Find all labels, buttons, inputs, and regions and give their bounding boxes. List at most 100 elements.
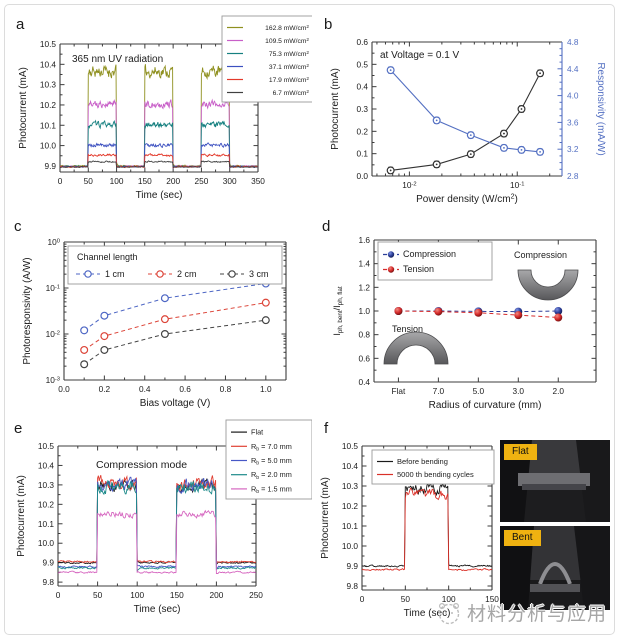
panel-c: 0.0 0.2 0.4 0.6 0.8 1.0 10-3 10-2 10-1 100 Bias vo… xyxy=(8,212,312,417)
svg-text:10.2: 10.2 xyxy=(38,499,55,509)
watermark-logo-icon xyxy=(438,602,460,624)
svg-text:10.3: 10.3 xyxy=(40,80,57,90)
svg-text:Rb = 1.5 mm: Rb = 1.5 mm xyxy=(251,484,292,495)
svg-text:Rb = 5.0 mm: Rb = 5.0 mm xyxy=(251,456,292,467)
svg-text:250: 250 xyxy=(249,590,263,600)
svg-text:50: 50 xyxy=(84,176,94,186)
svg-text:Time (sec): Time (sec) xyxy=(136,190,183,201)
svg-text:10.4: 10.4 xyxy=(342,461,359,471)
svg-text:10.4: 10.4 xyxy=(40,59,57,69)
svg-text:Iph, bent/Iph, flat: Iph, bent/Iph, flat xyxy=(332,286,344,335)
svg-text:9.9: 9.9 xyxy=(42,558,54,568)
svg-text:100: 100 xyxy=(110,176,124,186)
svg-text:1.0: 1.0 xyxy=(260,384,272,394)
svg-text:100: 100 xyxy=(130,590,144,600)
svg-text:10-1: 10-1 xyxy=(510,180,524,190)
panel-f: 0 50 100 150 9.8 9.9 10.0 10.1 10.2 10.3 10.4 10.5 T… xyxy=(316,414,611,630)
svg-text:3.6: 3.6 xyxy=(567,117,579,127)
svg-text:0.1: 0.1 xyxy=(356,149,368,159)
panel-label-d: d xyxy=(322,218,331,235)
svg-text:Channel length: Channel length xyxy=(77,252,138,262)
svg-text:50: 50 xyxy=(93,590,103,600)
svg-text:50: 50 xyxy=(401,594,411,604)
svg-text:75.3 mW/cm2: 75.3 mW/cm2 xyxy=(269,50,310,58)
chart-a-photocurrent-vs-time: 0 50 100 150 200 250 300 350 9.9 10.0 10.1 10.2 10.3… xyxy=(18,15,315,201)
bent-photo-label: Bent xyxy=(504,530,541,546)
svg-text:10-2: 10-2 xyxy=(46,329,60,339)
svg-text:0.8: 0.8 xyxy=(220,384,232,394)
svg-text:10-3: 10-3 xyxy=(46,375,60,385)
svg-text:250: 250 xyxy=(195,176,209,186)
svg-text:10.1: 10.1 xyxy=(40,120,57,130)
svg-text:10.3: 10.3 xyxy=(38,480,55,490)
chart-b-photocurrent-responsivity: 10-2 10-1 0.0 0.1 0.2 0.3 0.4 0.5 0.6 2.8 3.2 3.6 4.… xyxy=(330,37,606,205)
svg-text:4.8: 4.8 xyxy=(567,37,579,47)
svg-text:150: 150 xyxy=(170,590,184,600)
svg-text:Compression mode: Compression mode xyxy=(96,459,187,471)
panel-d: Flat 7.0 5.0 3.0 2.0 0.4 0.6 0.8 1.0 1.2 1.4 1.6 Rad… xyxy=(316,212,611,417)
svg-text:5000 th bending cycles: 5000 th bending cycles xyxy=(397,470,474,479)
svg-text:1.4: 1.4 xyxy=(358,259,370,269)
chart-e-compression-mode: 0 50 100 150 200 250 9.8 9.9 10.0 10.1 10.2 10.3 10.… xyxy=(16,419,313,615)
panel-label-a: a xyxy=(16,16,25,33)
svg-text:4.4: 4.4 xyxy=(567,64,579,74)
svg-text:10.0: 10.0 xyxy=(40,141,57,151)
svg-text:Flat: Flat xyxy=(251,428,263,437)
svg-text:Before bending: Before bending xyxy=(397,457,448,466)
svg-text:6.7 mW/cm2: 6.7 mW/cm2 xyxy=(273,89,310,97)
svg-text:0.2: 0.2 xyxy=(99,384,111,394)
svg-text:Compression: Compression xyxy=(403,249,456,259)
svg-text:Rb = 7.0 mm: Rb = 7.0 mm xyxy=(251,442,292,453)
svg-text:5.0: 5.0 xyxy=(473,386,485,396)
svg-text:150: 150 xyxy=(485,594,499,604)
svg-text:0.3: 0.3 xyxy=(356,104,368,114)
svg-text:Photocurrent (mA): Photocurrent (mA) xyxy=(320,477,331,559)
flat-device-photo: Flat xyxy=(500,440,610,522)
svg-text:9.9: 9.9 xyxy=(44,161,56,171)
svg-text:1.0: 1.0 xyxy=(358,306,370,316)
chart-f-bending-cycles: 0 50 100 150 9.8 9.9 10.0 10.1 10.2 10.3 10.4 10.5 T… xyxy=(320,441,499,619)
svg-text:0.0: 0.0 xyxy=(58,384,70,394)
svg-text:0: 0 xyxy=(360,594,365,604)
svg-text:2.8: 2.8 xyxy=(567,171,579,181)
svg-text:0.4: 0.4 xyxy=(356,82,368,92)
svg-text:0.0: 0.0 xyxy=(356,171,368,181)
flat-photo-label: Flat xyxy=(504,444,537,460)
panel-label-f: f xyxy=(324,420,329,437)
svg-text:200: 200 xyxy=(209,590,223,600)
chart-c-photoresponsivity-vs-bias: 0.0 0.2 0.4 0.6 0.8 1.0 10-3 10-2 10-1 100 Bias vo… xyxy=(22,237,287,409)
svg-text:37.1 mW/cm2: 37.1 mW/cm2 xyxy=(269,63,310,71)
svg-text:Photocurrent (mA): Photocurrent (mA) xyxy=(16,475,27,557)
svg-text:Responsivity (mA/W): Responsivity (mA/W) xyxy=(595,62,606,155)
svg-text:10.5: 10.5 xyxy=(40,39,57,49)
svg-text:10-1: 10-1 xyxy=(46,283,60,293)
svg-text:1 cm: 1 cm xyxy=(105,269,125,279)
svg-text:9.9: 9.9 xyxy=(346,561,358,571)
svg-text:365 nm UV radiation: 365 nm UV radiation xyxy=(72,54,163,65)
svg-text:0.5: 0.5 xyxy=(356,59,368,69)
svg-text:162.8 mW/cm2: 162.8 mW/cm2 xyxy=(265,24,309,32)
svg-text:9.8: 9.8 xyxy=(346,581,358,591)
svg-text:10.3: 10.3 xyxy=(342,481,359,491)
svg-text:0: 0 xyxy=(56,590,61,600)
svg-text:2 cm: 2 cm xyxy=(177,269,197,279)
svg-text:10.2: 10.2 xyxy=(40,100,57,110)
panel-label-e: e xyxy=(14,420,23,437)
panel-a: 0 50 100 150 200 250 300 350 9.9 10.0 10.1 10.2 10.3… xyxy=(8,10,315,211)
svg-text:Power density (W/cm2): Power density (W/cm2) xyxy=(416,194,518,205)
svg-text:10.4: 10.4 xyxy=(38,460,55,470)
svg-text:0.4: 0.4 xyxy=(139,384,151,394)
svg-text:100: 100 xyxy=(48,237,60,247)
svg-text:0.8: 0.8 xyxy=(358,330,370,340)
panel-e: 0 50 100 150 200 250 9.8 9.9 10.0 10.1 10.2 10.3 10.… xyxy=(8,414,313,635)
svg-text:Tension: Tension xyxy=(392,324,423,334)
panel-label-c: c xyxy=(14,218,22,235)
svg-text:Flat: Flat xyxy=(391,386,406,396)
svg-text:200: 200 xyxy=(166,176,180,186)
svg-text:0: 0 xyxy=(58,176,63,186)
svg-text:150: 150 xyxy=(138,176,152,186)
svg-text:Photoresponsivity (A/W): Photoresponsivity (A/W) xyxy=(22,257,33,364)
svg-text:10.0: 10.0 xyxy=(38,538,55,548)
watermark: 材料分析与应用 xyxy=(436,599,607,626)
svg-text:10.0: 10.0 xyxy=(342,541,359,551)
